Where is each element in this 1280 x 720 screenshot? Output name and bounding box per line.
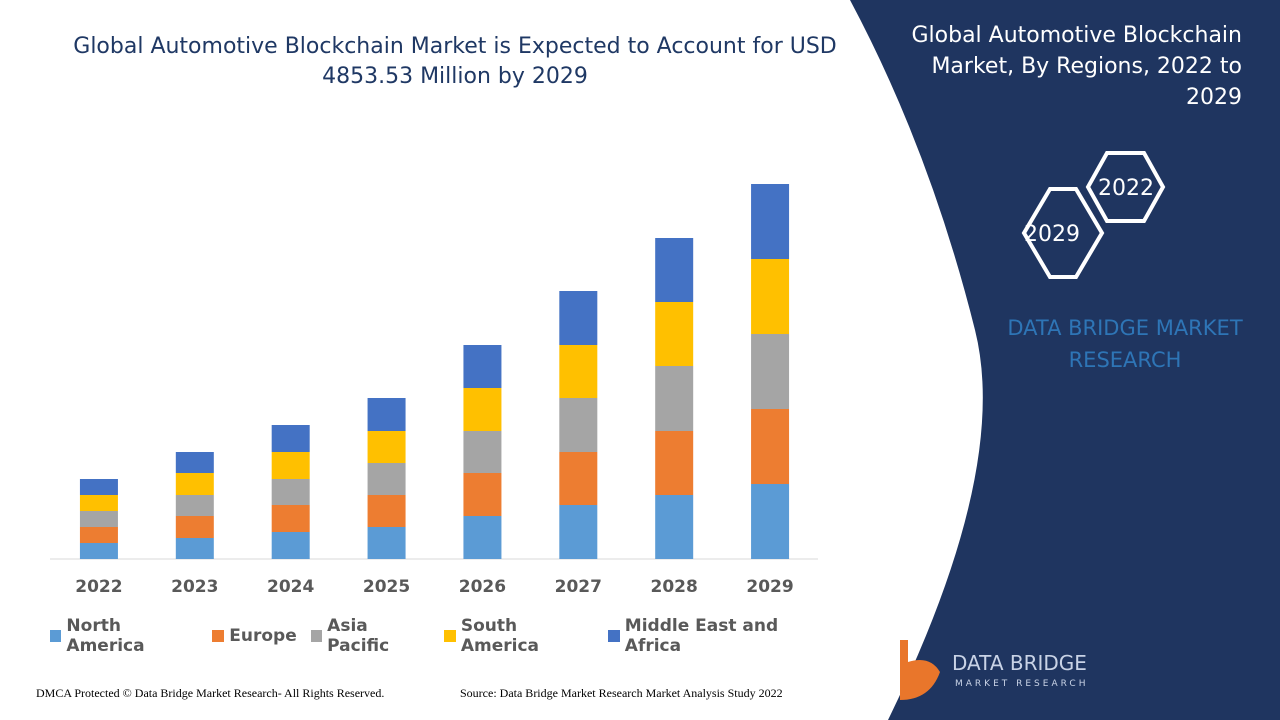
hex-label: 2029 <box>1024 222 1080 247</box>
chart-title: Global Automotive Blockchain Market is E… <box>73 34 837 89</box>
bar-segment <box>463 388 502 431</box>
bar-segment <box>559 452 598 505</box>
logo-name: DATA BRIDGE <box>952 651 1087 675</box>
logo-mark <box>900 640 940 700</box>
legend-item: North America <box>50 616 198 656</box>
side-panel <box>850 0 1280 720</box>
x-tick-label: 2029 <box>746 577 793 597</box>
hexagon <box>1085 151 1166 223</box>
legend-swatch <box>608 630 620 642</box>
x-tick-label: 2026 <box>459 577 506 597</box>
footer-left: DMCA Protected © Data Bridge Market Rese… <box>36 686 385 700</box>
bar-segment <box>367 398 406 431</box>
bar-segment <box>175 495 214 516</box>
x-tick-label: 2022 <box>75 577 122 597</box>
legend-swatch <box>444 630 456 642</box>
bar-segment <box>655 238 694 302</box>
panel-title: Global Automotive Blockchain Market, By … <box>911 23 1242 110</box>
bar-segment <box>175 452 214 473</box>
legend-label: Europe <box>229 626 297 646</box>
bar-segment <box>655 431 694 495</box>
bar-segment <box>271 505 310 532</box>
legend-label: North America <box>66 616 145 656</box>
bar-segment <box>559 291 598 345</box>
bar-segment <box>751 184 790 259</box>
bar-segment <box>655 366 694 431</box>
bar-segment <box>271 452 310 479</box>
bar-segment <box>271 532 310 559</box>
bar-segment <box>79 511 118 527</box>
legend-swatch <box>50 630 62 642</box>
bar-segment <box>367 463 406 495</box>
legend: North America Europe Asia Pacific South Ame… <box>50 616 830 656</box>
bar-segment <box>79 543 118 559</box>
bar-segment <box>751 409 790 484</box>
bar-segment <box>271 479 310 505</box>
bar-segment <box>175 538 214 559</box>
bar-segment <box>367 495 406 527</box>
legend-swatch <box>310 630 323 642</box>
bar-segment <box>559 398 598 452</box>
bar-segment <box>463 516 502 559</box>
legend-item: Middle East and Africa <box>608 616 830 656</box>
bar-segment <box>463 431 502 473</box>
bar-segment <box>367 431 406 463</box>
bar-segment <box>751 484 790 559</box>
bar-segment <box>463 345 502 388</box>
bar-segment <box>559 345 598 398</box>
x-tick-label: 2028 <box>651 577 698 597</box>
legend-item: Asia Pacific <box>310 616 431 656</box>
x-tick-label: 2023 <box>171 577 218 597</box>
bar-segment <box>79 479 118 495</box>
bar-segment <box>271 425 310 452</box>
legend-item: Europe <box>212 616 297 656</box>
bar-segment <box>655 495 694 559</box>
legend-swatch <box>212 630 225 642</box>
x-tick-label: 2025 <box>363 577 410 597</box>
bar-segment <box>79 527 118 543</box>
hexagon <box>1021 187 1105 279</box>
bar-segment <box>175 473 214 495</box>
legend-label: Asia Pacific <box>327 616 390 656</box>
logo-tagline: MARKET RESEARCH <box>955 679 1088 689</box>
bar-segment <box>367 527 406 559</box>
legend-label: South America <box>460 616 540 656</box>
bar-segment <box>175 516 214 538</box>
bar-segment <box>655 302 694 366</box>
bar-segment <box>463 473 502 516</box>
legend-item: South America <box>444 616 594 656</box>
legend-label: Middle East and Africa <box>624 616 779 656</box>
x-tick-label: 2027 <box>555 577 602 597</box>
footer-right: Source: Data Bridge Market Research Mark… <box>460 686 783 700</box>
bar-segment <box>79 495 118 511</box>
x-tick-label: 2024 <box>267 577 314 597</box>
bar-segment <box>559 505 598 559</box>
hex-label: 2022 <box>1098 176 1154 201</box>
bar-segment <box>751 259 790 334</box>
brand: DATA BRIDGE MARKET RESEARCH <box>1007 316 1243 372</box>
bar-segment <box>751 334 790 409</box>
